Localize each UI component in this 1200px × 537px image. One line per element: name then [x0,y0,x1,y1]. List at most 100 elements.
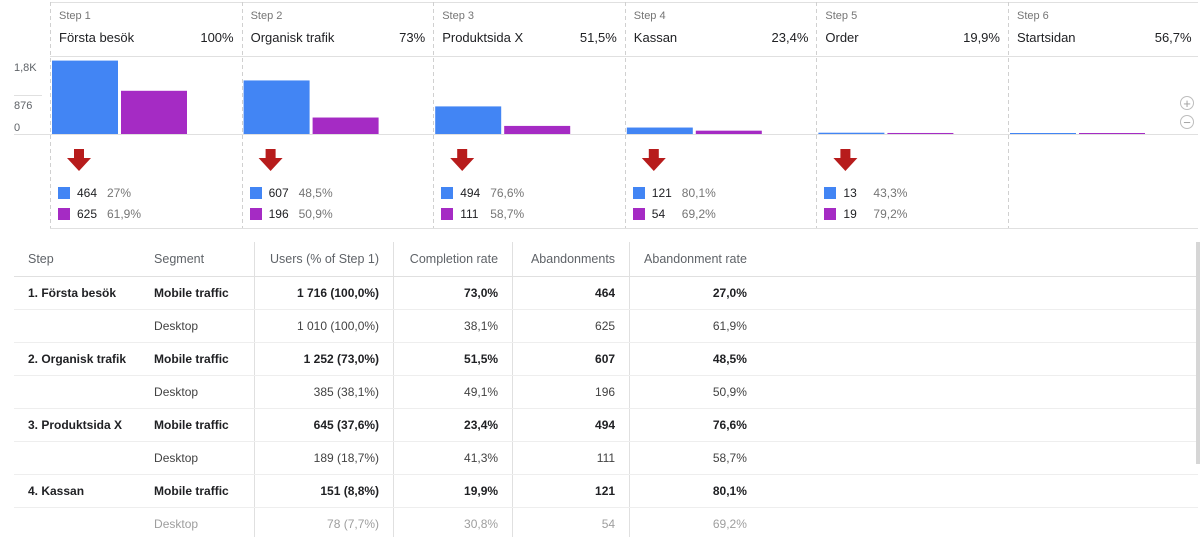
funnel-chart-svg [14,2,1198,229]
cell-abandonments: 607 [512,342,630,376]
abandon-legend-desktop: 111 58,7% [441,207,524,221]
table-row[interactable]: 1. Första besök Mobile traffic 1 716 (100,… [14,276,1198,310]
table-row[interactable]: Desktop 385 (38,1%) 49,1% 196 50,9% [14,375,1198,409]
legend-swatch [824,208,837,220]
cell-spacer [760,441,1198,475]
bar-desktop[interactable] [312,117,379,134]
abandon-percent: 58,7% [490,207,525,221]
header-completion-rate[interactable]: Completion rate [393,242,513,277]
cell-segment: Mobile traffic [140,408,255,442]
cell-abandonments: 196 [512,375,630,409]
abandon-percent: 48,5% [298,186,333,200]
cell-users: 385 (38,1%) [254,375,394,409]
abandon-percent: 27% [107,186,132,200]
cell-spacer [760,342,1198,376]
cell-abandonments: 494 [512,408,630,442]
step-title-row: Kassan 23,4% [634,30,809,45]
plus-circle-icon[interactable]: + [1180,96,1194,110]
abandon-legend-desktop: 54 69,2% [632,207,716,221]
cell-segment: Desktop [140,309,255,343]
bar-mobile[interactable] [818,132,885,134]
cell-users: 1 010 (100,0%) [254,309,394,343]
abandon-count: 13 [843,186,857,200]
bar-desktop[interactable] [1079,133,1145,134]
cell-spacer [760,507,1198,537]
step-percent: 100% [200,30,234,45]
cell-spacer [760,309,1198,343]
abandon-count: 19 [843,207,857,221]
bar-mobile[interactable] [1010,133,1076,134]
header-spacer [760,242,1198,277]
abandon-percent: 61,9% [107,207,142,221]
cell-rate: 76,6% [629,408,761,442]
abandon-count: 121 [651,186,672,200]
cell-step: 1. Första besök [14,276,141,310]
bar-mobile[interactable] [243,80,310,134]
legend-swatch [441,208,454,220]
abandon-legend-mobile: 494 76,6% [441,186,524,200]
cell-spacer [760,474,1198,508]
header-segment[interactable]: Segment [140,242,255,277]
abandon-percent: 80,1% [681,186,716,200]
bar-desktop[interactable] [695,130,762,134]
bar-desktop[interactable] [121,90,187,134]
cell-completion: 23,4% [393,408,513,442]
abandon-percent: 43,3% [873,186,908,200]
abandon-percent: 50,9% [298,207,333,221]
step-percent: 51,5% [579,30,617,45]
cell-completion: 49,1% [393,375,513,409]
step-number: Step 6 [1017,10,1049,22]
bar-mobile[interactable] [52,60,118,134]
bar-desktop[interactable] [504,125,571,134]
cell-rate: 80,1% [629,474,761,508]
cell-step [14,507,141,537]
cell-step: 4. Kassan [14,474,141,508]
bar-mobile[interactable] [626,127,693,134]
table-row[interactable]: Desktop 78 (7,7%) 30,8% 54 69,2% [14,507,1198,537]
step-title-row: Första besök 100% [59,30,234,45]
header-step[interactable]: Step [14,242,141,277]
cell-abandonments: 54 [512,507,630,537]
abandon-legend-mobile: 121 80,1% [632,186,716,200]
cell-rate: 58,7% [629,441,761,475]
abandon-legend-desktop: 625 61,9% [58,207,141,221]
table-header-row: Step Segment Users (% of Step 1) Complet… [14,242,1198,277]
step-header: Step 1 Första besök 100% [50,0,242,56]
drop-arrow-icon [258,149,283,171]
abandon-count: 54 [651,207,666,221]
step-number: Step 2 [250,10,283,22]
table-row[interactable]: 2. Organisk trafik Mobile traffic 1 252 (7… [14,342,1198,376]
bar-desktop[interactable] [887,132,954,134]
cell-spacer [760,408,1198,442]
table-row[interactable]: 3. Produktsida X Mobile traffic 645 (37,6%… [14,408,1198,442]
cell-abandonments: 121 [512,474,630,508]
step-name: Första besök [59,30,135,45]
legend-swatch [441,187,454,199]
cell-spacer [760,375,1198,409]
cell-step: 2. Organisk trafik [14,342,141,376]
table-row[interactable]: Desktop 1 010 (100,0%) 38,1% 625 61,9% [14,309,1198,343]
legend-swatch [58,208,70,220]
cell-users: 645 (37,6%) [254,408,394,442]
cell-completion: 38,1% [393,309,513,343]
cell-users: 1 252 (73,0%) [254,342,394,376]
table-row[interactable]: 4. Kassan Mobile traffic 151 (8,8%) 19,9% 12… [14,474,1198,508]
bar-mobile[interactable] [435,106,502,134]
minus-circle-icon[interactable]: − [1180,115,1194,129]
cell-abandonments: 111 [512,441,630,475]
step-percent: 19,9% [963,30,1000,45]
header-abandonments[interactable]: Abandonments [512,242,630,277]
header-abandonment-rate[interactable]: Abandonment rate [629,242,761,277]
y-tick-label: 876 [14,100,33,112]
step-number: Step 5 [825,10,858,22]
header-users[interactable]: Users (% of Step 1) [254,242,394,277]
y-tick-label: 1,8K [14,62,37,74]
funnel-table: Step Segment Users (% of Step 1) Complet… [14,242,1198,537]
drop-arrow-icon [641,149,666,171]
abandon-count: 196 [268,207,289,221]
cell-users: 78 (7,7%) [254,507,394,537]
table-row[interactable]: Desktop 189 (18,7%) 41,3% 111 58,7% [14,441,1198,475]
step-title-row: Produktsida X 51,5% [442,30,617,45]
legend-swatch [249,187,262,199]
table-scrollbar[interactable] [1196,242,1200,464]
